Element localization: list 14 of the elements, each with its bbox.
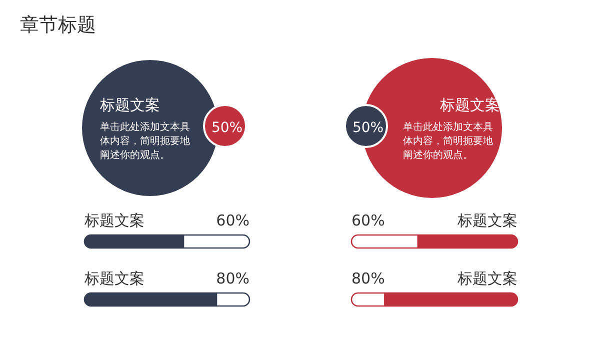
text: 单击此处添加文本具体内容，简明扼要地阐述你的观点。 bbox=[100, 121, 190, 162]
text: 50% bbox=[210, 119, 244, 137]
data-label: 80% bbox=[352, 270, 385, 288]
category-label: 标题文案 bbox=[458, 270, 518, 288]
text: 章节标题 bbox=[20, 13, 96, 38]
text: 单击此处添加文本具体内容，简明扼要地阐述你的观点。 bbox=[403, 121, 493, 162]
category-label: 标题文案 bbox=[84, 212, 144, 230]
category-label: 标题文案 bbox=[458, 212, 518, 230]
category-label: 标题文案 bbox=[84, 270, 144, 288]
text: 标题文案 bbox=[100, 95, 160, 116]
data-label: 60% bbox=[352, 212, 385, 230]
text: 50% bbox=[351, 119, 385, 137]
data-label: 80% bbox=[216, 270, 250, 288]
data-label: 60% bbox=[216, 212, 250, 230]
